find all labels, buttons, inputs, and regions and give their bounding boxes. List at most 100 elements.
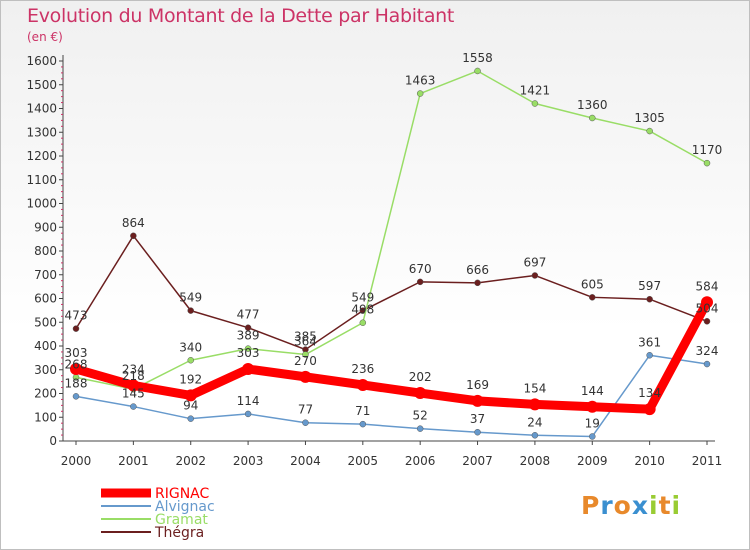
data-label: 134 (638, 386, 661, 400)
logo-letter: t (658, 491, 672, 520)
series-line-thégra (75, 235, 708, 351)
data-label: 1360 (577, 98, 608, 112)
data-point (414, 387, 427, 400)
y-tick-label: 0 (49, 434, 57, 448)
data-point (130, 232, 137, 240)
data-point (589, 114, 596, 122)
chart-title: Evolution du Montant de la Dette par Hab… (27, 5, 455, 27)
data-point (531, 272, 539, 279)
chart-subtitle: (en €) (27, 30, 63, 44)
data-point (703, 159, 711, 167)
logo-letter: r (600, 491, 614, 520)
data-label: 145 (122, 387, 145, 401)
y-tick-label: 200 (34, 387, 57, 401)
data-point (589, 294, 596, 301)
data-point (703, 360, 711, 368)
proxiti-logo: Proxiti (581, 491, 681, 520)
series-line-rignac (71, 297, 712, 414)
data-point (646, 352, 653, 359)
x-tick-label: 2010 (634, 454, 665, 468)
data-point (130, 403, 137, 410)
logo-letter: i (671, 491, 682, 520)
data-point (359, 319, 367, 326)
data-point (187, 357, 194, 364)
data-point (416, 90, 424, 97)
data-point (184, 389, 197, 402)
data-point (127, 379, 140, 392)
data-point (72, 393, 80, 400)
x-tick-label: 2002 (175, 454, 206, 468)
data-label: 473 (65, 309, 88, 323)
data-label: 864 (122, 216, 145, 230)
data-point (474, 428, 481, 436)
x-tick-label: 2000 (61, 454, 92, 468)
data-point (646, 295, 653, 303)
y-tick-label: 1500 (26, 78, 57, 92)
y-tick-label: 1300 (26, 125, 57, 139)
logo-letter: o (613, 491, 632, 520)
data-label: 1463 (405, 74, 436, 88)
data-label: 498 (351, 303, 374, 317)
data-label: 324 (696, 344, 719, 358)
data-label: 477 (237, 308, 260, 322)
x-tick-label: 2009 (577, 454, 608, 468)
data-point (528, 398, 541, 411)
y-tick-label: 1600 (26, 54, 57, 68)
y-tick-label: 400 (34, 339, 57, 353)
legend-label: Gramat (155, 512, 208, 528)
y-tick-label: 300 (34, 363, 57, 377)
data-label: 169 (466, 378, 489, 392)
data-label: 77 (298, 403, 313, 417)
data-point (416, 278, 424, 286)
data-label: 385 (294, 330, 317, 344)
legend-label: Thégra (154, 525, 204, 541)
legend-label: Alvignac (155, 499, 215, 515)
data-point (187, 415, 194, 422)
data-point (302, 351, 309, 358)
data-label: 1558 (462, 51, 493, 65)
legend-label: RIGNAC (155, 486, 210, 502)
series-layer (70, 67, 713, 440)
data-label: 549 (351, 291, 374, 305)
x-tick-label: 2006 (405, 454, 436, 468)
data-label: 114 (237, 394, 260, 408)
data-label: 584 (696, 279, 719, 293)
data-label: 389 (237, 329, 260, 343)
y-tick-label: 800 (34, 244, 57, 258)
data-point (589, 433, 596, 440)
data-point (531, 100, 539, 107)
series-line-gramat (75, 70, 708, 390)
data-point (242, 363, 255, 376)
data-point (474, 67, 481, 75)
data-label: 234 (122, 362, 145, 376)
data-label: 192 (179, 372, 202, 386)
x-tick-label: 2005 (348, 454, 379, 468)
data-label: 504 (696, 301, 719, 315)
data-point (531, 432, 539, 439)
data-label: 303 (65, 346, 88, 360)
data-label: 1305 (634, 111, 665, 125)
data-point (586, 400, 599, 413)
data-label: 605 (581, 277, 604, 291)
y-tick-label: 1100 (26, 173, 57, 187)
y-tick-label: 700 (34, 268, 57, 282)
data-label: 666 (466, 263, 489, 277)
data-point (474, 279, 481, 287)
y-tick-label: 1000 (26, 197, 57, 211)
data-label: 670 (409, 262, 432, 276)
data-point (299, 370, 312, 383)
data-label: 188 (65, 376, 88, 390)
data-label: 218 (122, 369, 145, 383)
data-point (356, 378, 369, 391)
x-tick-label: 2004 (290, 454, 321, 468)
data-label: 1170 (692, 143, 723, 157)
data-point (70, 363, 82, 376)
data-label: 361 (638, 335, 661, 349)
data-label: 697 (523, 255, 546, 269)
logo-letter: i (649, 491, 659, 520)
data-point (646, 127, 653, 135)
data-point (244, 345, 252, 352)
data-point (72, 325, 80, 332)
data-point (359, 420, 367, 428)
